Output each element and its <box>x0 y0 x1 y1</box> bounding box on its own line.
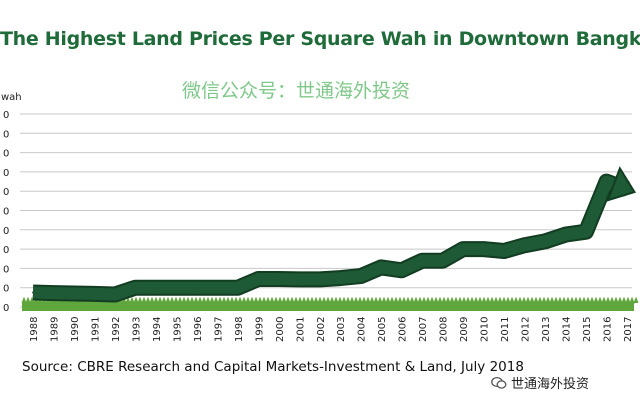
data-point <box>400 269 403 272</box>
data-point <box>134 286 137 289</box>
channel-badge[interactable]: 世通海外投资 <box>486 371 595 394</box>
chart-title: The Highest Land Prices Per Square Wah i… <box>0 28 640 50</box>
data-point <box>359 275 362 278</box>
y-tick-label: 0 <box>3 110 9 121</box>
series-line <box>32 166 637 303</box>
x-tick-label: 2000 <box>275 317 286 342</box>
wechat-channel-icon <box>491 376 507 389</box>
series-points <box>32 180 628 296</box>
x-tick-label: 2007 <box>418 317 429 342</box>
data-point <box>482 248 485 251</box>
y-tick-label: 0 <box>3 303 9 314</box>
data-point <box>32 291 34 294</box>
x-tick-label: 2015 <box>582 317 593 342</box>
y-axis-label: wah <box>1 92 22 103</box>
x-tick-label: 1995 <box>172 317 183 342</box>
data-point <box>339 277 342 280</box>
watermark-text: 微信公众号：世通海外投资 <box>182 80 411 102</box>
data-point <box>462 248 465 251</box>
data-point <box>585 230 588 233</box>
x-tick-label: 1997 <box>213 317 224 342</box>
y-tick-label: 0 <box>3 168 9 179</box>
data-point <box>195 286 198 289</box>
x-tick-label: 2003 <box>336 317 347 342</box>
x-tick-label: 2001 <box>295 317 306 342</box>
data-point <box>277 278 280 281</box>
x-tick-label: 2009 <box>459 317 470 342</box>
y-tick-label: 0 <box>3 129 9 140</box>
y-tick-label: 0 <box>3 187 9 198</box>
data-point <box>216 286 219 289</box>
y-tick-label: 0 <box>3 284 9 295</box>
x-tick-labels: 1988 1989 1990 1991 1992 1993 1994 1995 1996 1997… <box>29 317 634 342</box>
data-point <box>52 292 55 295</box>
x-tick-label: 1998 <box>234 317 245 342</box>
data-point <box>605 180 608 183</box>
data-point <box>503 250 506 253</box>
x-tick-label: 2014 <box>562 317 573 342</box>
x-tick-label: 2008 <box>439 317 450 342</box>
x-tick-label: 1992 <box>111 317 122 342</box>
grass-strip <box>22 303 634 311</box>
x-tick-label: 2005 <box>377 317 388 342</box>
x-tick-label: 2002 <box>316 317 327 342</box>
data-point <box>523 244 526 247</box>
y-tick-label: 0 <box>3 245 9 256</box>
data-point <box>298 278 301 281</box>
series-line-path <box>32 175 630 301</box>
channel-name: 世通海外投资 <box>511 377 590 392</box>
x-tick-label: 2013 <box>541 317 552 342</box>
data-point <box>154 286 157 289</box>
x-tick-label: 1993 <box>131 317 142 342</box>
data-point <box>175 286 178 289</box>
data-point <box>236 286 239 289</box>
y-tick-label: 0 <box>3 207 9 218</box>
data-point <box>318 278 321 281</box>
data-point <box>93 292 96 295</box>
y-tick-label: 0 <box>3 149 9 160</box>
series-arrowhead <box>606 166 637 202</box>
data-point <box>441 259 444 262</box>
data-point <box>380 266 383 269</box>
x-tick-label: 1999 <box>254 317 265 342</box>
x-tick-label: 2004 <box>357 317 368 342</box>
data-point <box>113 293 116 296</box>
x-tick-label: 2012 <box>521 317 532 342</box>
x-tick-label: 1994 <box>152 317 163 342</box>
source-note: Source: CBRE Research and Capital Market… <box>22 359 524 375</box>
x-tick-label: 2010 <box>480 317 491 342</box>
x-tick-label: 2016 <box>603 317 614 342</box>
x-tick-label: 1996 <box>193 317 204 342</box>
data-point <box>72 292 75 295</box>
data-point <box>544 240 547 243</box>
data-point <box>257 278 260 281</box>
data-point <box>626 188 628 191</box>
x-tick-label: 2006 <box>398 317 409 342</box>
x-tick-label: 1991 <box>90 317 101 342</box>
x-tick-label: 1990 <box>70 317 81 342</box>
x-tick-label: 2011 <box>500 317 511 342</box>
x-tick-label: 1989 <box>49 317 60 342</box>
y-tick-label: 0 <box>3 226 9 237</box>
x-tick-label: 1988 <box>29 317 40 342</box>
y-tick-labels: 0 0 0 0 0 0 0 0 0 0 0 <box>3 110 9 314</box>
data-point <box>421 259 424 262</box>
y-tick-label: 0 <box>3 264 9 275</box>
data-point <box>564 233 567 236</box>
x-tick-label: 2017 <box>623 317 634 342</box>
